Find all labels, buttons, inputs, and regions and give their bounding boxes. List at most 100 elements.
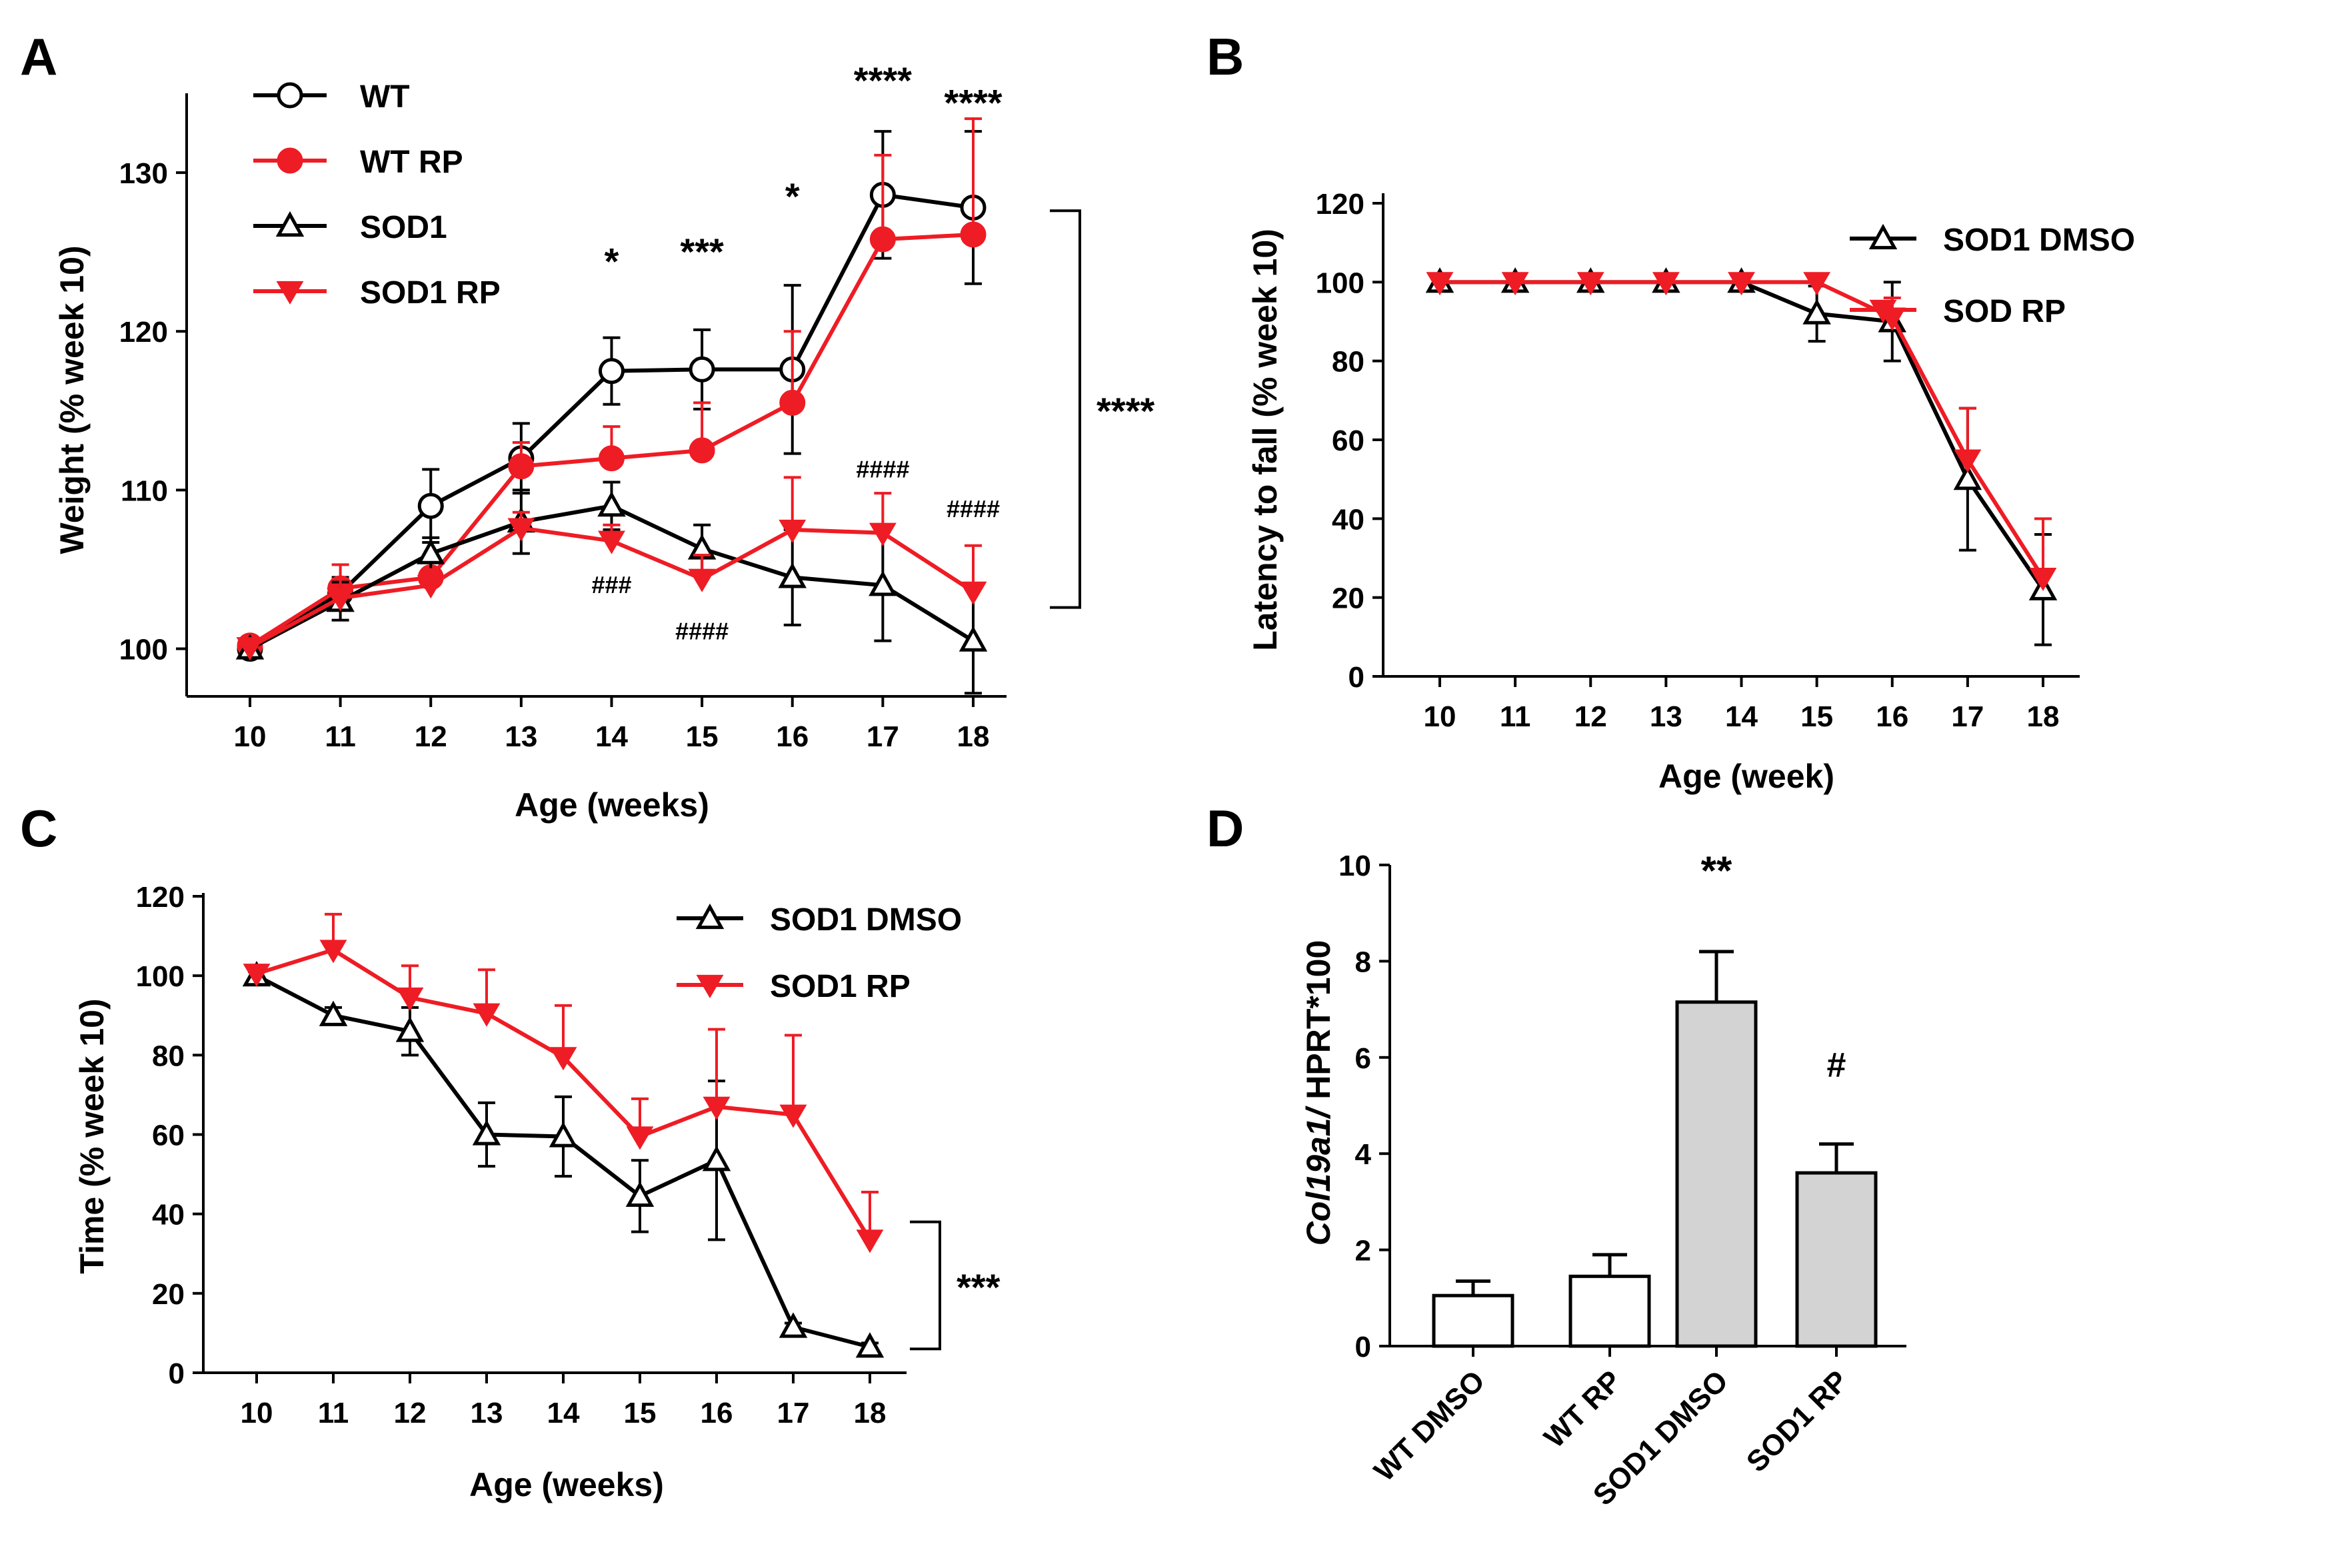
- data-point-sod1-dmso: [549, 1122, 578, 1148]
- x-tick-label: 17: [867, 720, 899, 753]
- y-tick-label: 8: [1355, 946, 1371, 978]
- x-tick-label: 12: [1574, 700, 1607, 733]
- x-tick-label: 14: [547, 1397, 580, 1429]
- y-tick-label: 120: [136, 881, 185, 914]
- legend-label-sod1-rp: SOD1 RP: [770, 969, 911, 1004]
- y-tick-label: 4: [1355, 1138, 1372, 1171]
- bar-sod1-rp: [1795, 1171, 1878, 1348]
- x-tick-label: 13: [471, 1397, 503, 1429]
- data-point-sod1-rp: [779, 519, 807, 543]
- panel-letter-b: B: [1206, 27, 1244, 86]
- data-point-sod1: [959, 626, 988, 652]
- x-tick-label: 18: [854, 1397, 887, 1429]
- significance-star: *: [785, 175, 800, 217]
- x-tick-label: 15: [686, 720, 719, 753]
- data-point-sod-rp: [1652, 272, 1680, 296]
- y-tick-label: 0: [1355, 1331, 1371, 1363]
- legend-marker-sod1-rp: [276, 281, 304, 305]
- panel-d-y-axis-label-gene: Col19a1/: [1300, 1106, 1337, 1246]
- data-point-sod1: [869, 570, 897, 596]
- legend-label-sod1-dmso: SOD1 DMSO: [770, 902, 962, 938]
- x-tick-label: 13: [505, 720, 537, 753]
- data-point-sod1-rp: [688, 568, 716, 592]
- legend-label-sod1-rp: SOD1 RP: [360, 275, 501, 311]
- legend-label-wt-rp: WT RP: [360, 145, 463, 180]
- data-point-wt-rp: [689, 437, 715, 464]
- data-point-wt: [417, 492, 444, 519]
- significance-hash: ####: [856, 455, 909, 482]
- panel-b-series-group: [1425, 267, 2058, 646]
- data-point-sod1: [597, 491, 626, 517]
- panel-c-x-axis-label: Age (weeks): [469, 1466, 664, 1503]
- data-point-sod1-dmso: [395, 1016, 425, 1042]
- data-point-wt-rp: [508, 453, 535, 480]
- data-point-wt-rp: [960, 221, 987, 248]
- x-tick-label: WT RP: [1538, 1364, 1628, 1454]
- data-point-sod1-rp: [236, 637, 264, 661]
- legend-label-sod1-dmso: SOD1 DMSO: [1943, 223, 2135, 258]
- panel-a-legend: WT WT RP SOD1 SOD1 RP: [253, 79, 501, 311]
- x-tick-label: 11: [318, 1397, 349, 1429]
- panel-letter-a: A: [20, 27, 57, 86]
- x-tick-label: 11: [1500, 700, 1531, 733]
- y-tick-label: 40: [152, 1199, 185, 1231]
- y-tick-label: 2: [1355, 1235, 1371, 1267]
- data-point-sod-rp: [1954, 449, 1982, 473]
- panel-d-y-axis-label: Col19a1/ HPRT*100: [1300, 940, 1337, 1246]
- significance-star: ****: [944, 81, 1002, 123]
- data-point-sod1-rp: [598, 530, 625, 554]
- y-tick-label: 120: [1316, 188, 1364, 221]
- significance-star: ***: [680, 231, 724, 273]
- data-point-sod-rp: [1501, 272, 1529, 296]
- panel-a-axes: 100 110 120 130 10 11 12 13 14 15 16 17 18: [119, 93, 1007, 753]
- x-tick-label: 12: [394, 1397, 427, 1429]
- y-tick-label: 100: [1316, 267, 1364, 299]
- panel-letter-c: C: [20, 799, 57, 858]
- x-tick-label: 17: [1951, 700, 1984, 733]
- data-point-sod-rp: [1576, 272, 1604, 296]
- panel-b-legend: SOD1 DMSO SOD RP: [1850, 223, 2135, 329]
- legend-marker-sod-rp: [1869, 299, 1897, 323]
- x-tick-label: 10: [234, 720, 267, 753]
- panel-a-y-axis-label: Weight (% week 10): [53, 245, 91, 554]
- significance-hash: #: [1827, 1046, 1846, 1085]
- data-point-sod1-rp: [243, 964, 271, 988]
- legend-marker-sod1-rp: [696, 974, 724, 998]
- significance-hash: ####: [675, 617, 729, 644]
- y-tick-label: 80: [1332, 346, 1364, 379]
- data-point-sod1-rp: [327, 588, 355, 612]
- significance-bracket: [1050, 209, 1081, 609]
- data-point-sod1-rp: [703, 1096, 731, 1120]
- data-point-wt-rp: [869, 226, 896, 253]
- x-tick-label: 10: [241, 1397, 273, 1429]
- data-point-sod-rp: [1728, 272, 1755, 296]
- panel-c-legend: SOD1 DMSO SOD1 RP: [677, 902, 962, 1004]
- panel-b-x-axis-label: Age (week): [1658, 758, 1834, 795]
- y-tick-label: 80: [152, 1040, 185, 1072]
- significance-hash: ####: [947, 495, 1000, 522]
- panel-c-annotations: ***: [910, 1220, 1001, 1351]
- panel-d-y-axis-label-rest: HPRT*100: [1300, 940, 1337, 1109]
- bracket-significance-label: ****: [1097, 390, 1155, 432]
- y-tick-label: 20: [1332, 582, 1364, 615]
- panel-c-series-group: [242, 912, 885, 1358]
- panel-a-series-group: [235, 117, 988, 695]
- data-point-sod1-rp: [417, 575, 445, 599]
- legend-marker-wt-rp: [277, 147, 303, 174]
- x-tick-label: 14: [1725, 700, 1758, 733]
- x-tick-label: 18: [957, 720, 990, 753]
- panel-a-x-axis-label: Age (weeks): [515, 786, 709, 824]
- significance-star: *: [605, 241, 619, 283]
- significance-star: **: [1701, 848, 1732, 893]
- data-point-sod1-rp: [319, 940, 347, 964]
- data-point-sod1-dmso: [779, 1312, 808, 1338]
- panel-c-y-axis-label: Time (% week 10): [73, 998, 111, 1273]
- x-tick-label: 15: [624, 1397, 657, 1429]
- panel-d-bars-group: [1432, 950, 1878, 1348]
- x-tick-label: 15: [1800, 700, 1833, 733]
- legend-marker-sod1-dmso: [695, 903, 725, 930]
- data-point-sod1-rp: [959, 581, 987, 605]
- x-tick-label: 18: [2027, 700, 2060, 733]
- significance-bracket: [910, 1220, 941, 1351]
